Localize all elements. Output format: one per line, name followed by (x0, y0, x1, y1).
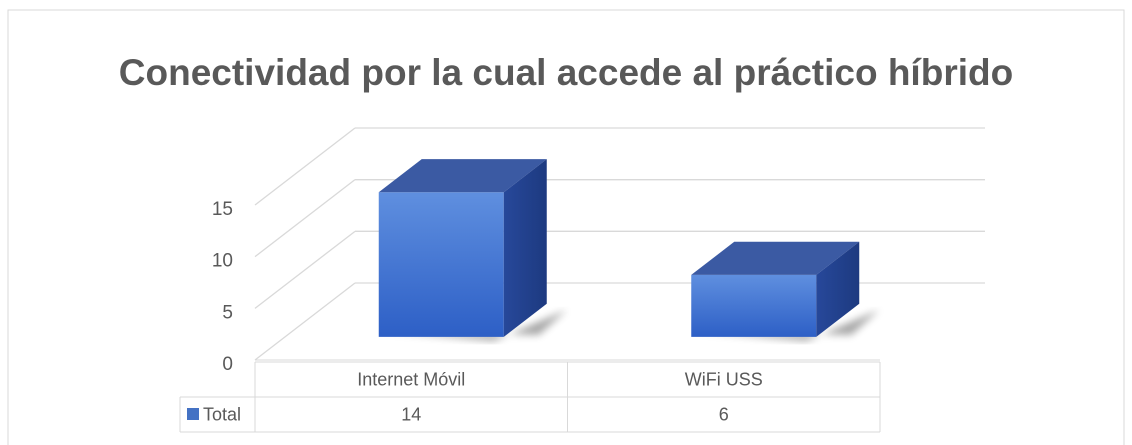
grid-line (254, 179, 356, 258)
legend-label: Total (203, 404, 241, 424)
bar-side (816, 241, 860, 337)
grid-line (254, 127, 356, 206)
x-tick-label: Internet Móvil (357, 369, 465, 389)
table-value: 14 (401, 404, 421, 424)
legend-key (187, 408, 199, 420)
bar-top (691, 241, 860, 275)
x-tick-label: WiFi USS (685, 369, 763, 389)
y-tick-label: 10 (212, 251, 233, 272)
grid-line (254, 230, 356, 309)
y-tick-label: 5 (222, 302, 233, 323)
grid-line (254, 282, 356, 361)
bar-front (691, 274, 817, 337)
y-tick-label: 0 (222, 354, 233, 375)
table-value: 6 (719, 404, 729, 424)
chart-title: Conectividad por la cual accede al práct… (119, 52, 1013, 93)
chart-border (7, 9, 1125, 445)
bar-top (378, 159, 547, 193)
y-tick-label: 15 (212, 199, 233, 220)
bar-side (503, 159, 547, 337)
bar-front (378, 192, 504, 337)
